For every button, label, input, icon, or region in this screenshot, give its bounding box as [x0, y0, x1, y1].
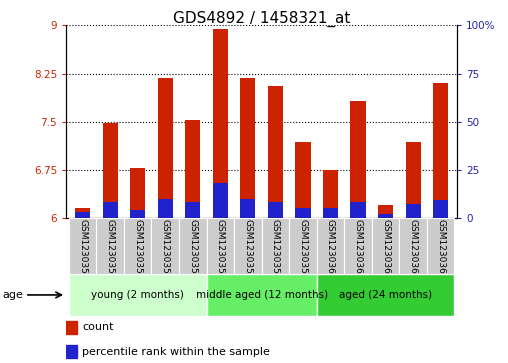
Bar — [262, 218, 289, 274]
Text: GSM1230361: GSM1230361 — [354, 220, 363, 280]
Bar — [66, 345, 77, 358]
Bar — [268, 203, 283, 218]
Bar — [372, 218, 399, 274]
Bar — [323, 170, 338, 218]
Bar — [103, 203, 118, 218]
Text: GDS4892 / 1458321_at: GDS4892 / 1458321_at — [173, 11, 351, 27]
Bar — [351, 203, 366, 218]
Bar — [378, 214, 393, 218]
Bar — [323, 208, 338, 218]
Bar — [240, 78, 256, 218]
Bar — [179, 218, 207, 274]
Bar — [433, 200, 448, 218]
Bar — [234, 218, 262, 274]
Text: GSM1230356: GSM1230356 — [216, 220, 225, 280]
Bar — [185, 203, 200, 218]
Bar — [75, 212, 90, 218]
Bar — [157, 78, 173, 218]
Bar — [213, 29, 228, 218]
Text: GSM1230358: GSM1230358 — [271, 220, 280, 280]
Bar — [316, 218, 344, 274]
Bar — [69, 218, 97, 274]
Bar — [399, 218, 427, 274]
Bar — [316, 274, 455, 316]
Bar — [378, 205, 393, 218]
Text: GSM1230364: GSM1230364 — [436, 220, 445, 280]
Text: GSM1230353: GSM1230353 — [133, 220, 142, 280]
Bar — [405, 142, 421, 218]
Bar — [157, 199, 173, 218]
Text: GSM1230355: GSM1230355 — [188, 220, 197, 280]
Text: GSM1230362: GSM1230362 — [381, 220, 390, 280]
Bar — [103, 123, 118, 218]
Bar — [130, 210, 145, 218]
Bar — [289, 218, 316, 274]
Bar — [69, 274, 207, 316]
Bar — [405, 204, 421, 218]
Text: percentile rank within the sample: percentile rank within the sample — [82, 347, 270, 357]
Bar — [268, 86, 283, 218]
Text: GSM1230352: GSM1230352 — [106, 220, 115, 280]
Bar — [151, 218, 179, 274]
Bar — [295, 208, 310, 218]
Text: GSM1230357: GSM1230357 — [243, 220, 252, 280]
Text: GSM1230354: GSM1230354 — [161, 220, 170, 280]
Bar — [433, 83, 448, 218]
Bar — [207, 218, 234, 274]
Bar — [240, 199, 256, 218]
Bar — [213, 183, 228, 218]
Bar — [66, 321, 77, 334]
Text: young (2 months): young (2 months) — [91, 290, 184, 300]
Text: GSM1230360: GSM1230360 — [326, 220, 335, 280]
Bar — [130, 168, 145, 218]
Bar — [124, 218, 151, 274]
Text: GSM1230351: GSM1230351 — [78, 220, 87, 280]
Text: aged (24 months): aged (24 months) — [339, 290, 432, 300]
Text: GSM1230363: GSM1230363 — [408, 220, 418, 280]
Text: middle aged (12 months): middle aged (12 months) — [196, 290, 328, 300]
Bar — [344, 218, 372, 274]
Text: age: age — [3, 290, 23, 300]
Bar — [427, 218, 455, 274]
Text: GSM1230359: GSM1230359 — [298, 220, 307, 280]
Text: count: count — [82, 322, 114, 332]
Bar — [97, 218, 124, 274]
Bar — [185, 120, 200, 218]
Bar — [295, 142, 310, 218]
Bar — [351, 101, 366, 218]
Bar — [207, 274, 316, 316]
Bar — [75, 208, 90, 218]
